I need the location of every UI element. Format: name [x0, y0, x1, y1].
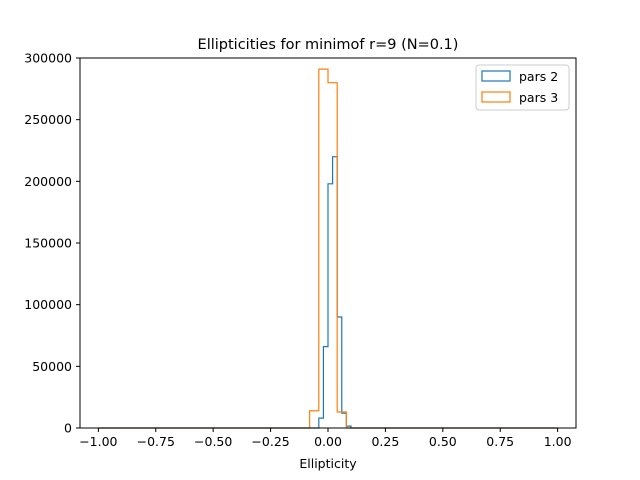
x-tick-label: 1.00	[544, 434, 572, 449]
x-tick-label: 0.25	[371, 434, 399, 449]
legend-box	[475, 64, 570, 111]
x-tick-label: 0.00	[314, 434, 342, 449]
legend: pars 2 pars 3	[475, 64, 570, 111]
legend-swatch-pars-3	[481, 91, 511, 103]
histogram-series-pars-3	[98, 68, 558, 429]
x-tick-label: 0.50	[429, 434, 457, 449]
x-tick-label: −0.75	[137, 434, 175, 449]
chart-title: Ellipticities for minimof r=9 (N=0.1)	[198, 37, 459, 53]
legend-label-pars-2: pars 2	[519, 69, 558, 84]
y-tick-label: 100000	[24, 297, 72, 312]
x-axis: −1.00 −0.75 −0.50 −0.25 0.00 0.25 0.50 0.75 1.00	[79, 428, 572, 449]
legend-label-pars-3: pars 3	[519, 90, 558, 105]
legend-swatch-pars-2	[481, 70, 511, 82]
x-axis-label: Ellipticity	[299, 456, 357, 471]
x-tick-label: 0.75	[486, 434, 514, 449]
x-tick-label: −0.25	[251, 434, 289, 449]
histogram-series-pars-2	[98, 156, 558, 429]
y-tick-label: 300000	[24, 51, 72, 66]
y-tick-label: 50000	[32, 359, 72, 374]
x-tick-label: −1.00	[79, 434, 117, 449]
y-tick-label: 250000	[24, 112, 72, 127]
y-tick-label: 0	[64, 421, 72, 436]
y-tick-label: 150000	[24, 236, 72, 251]
y-axis: 0 50000 100000 150000 200000 250000 300000	[24, 51, 80, 436]
y-tick-label: 200000	[24, 174, 72, 189]
series-layer	[98, 68, 558, 429]
x-tick-label: −0.50	[194, 434, 232, 449]
